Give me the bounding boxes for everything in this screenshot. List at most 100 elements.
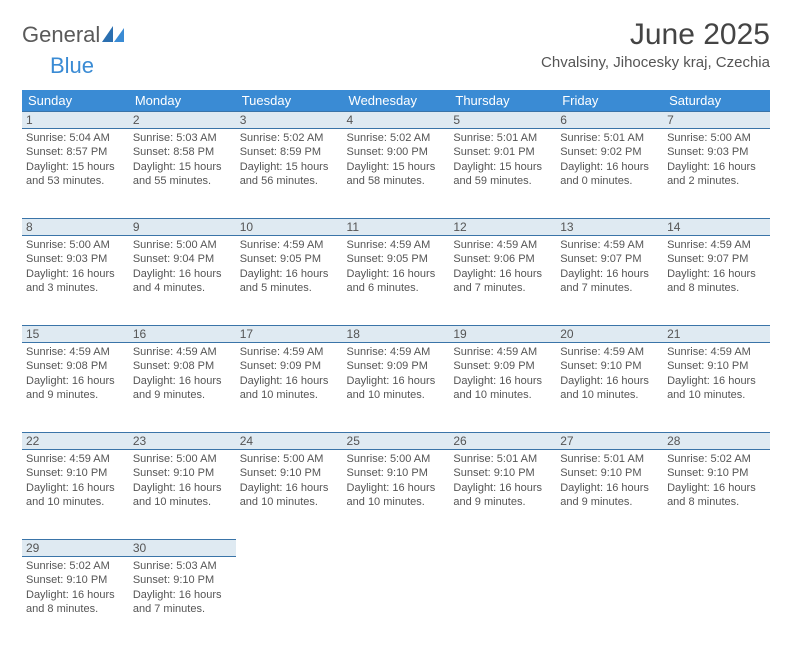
- day-number-cell: 3: [236, 112, 343, 129]
- sunrise-text: Sunrise: 5:02 AM: [26, 559, 125, 573]
- daylight-text: and 55 minutes.: [133, 174, 232, 188]
- sunrise-text: Sunrise: 5:00 AM: [133, 238, 232, 252]
- sunset-text: Sunset: 9:10 PM: [560, 359, 659, 373]
- dow-header-cell: Wednesday: [343, 90, 450, 112]
- header: General Blue June 2025 Chvalsiny, Jihoce…: [22, 18, 770, 84]
- daylight-text: Daylight: 16 hours: [240, 267, 339, 281]
- daylight-text: Daylight: 16 hours: [26, 374, 125, 388]
- sunset-text: Sunset: 9:10 PM: [133, 466, 232, 480]
- day-info: Sunrise: 4:59 AMSunset: 9:10 PMDaylight:…: [667, 343, 766, 402]
- day-info: Sunrise: 4:59 AMSunset: 9:08 PMDaylight:…: [133, 343, 232, 402]
- daylight-text: Daylight: 16 hours: [560, 267, 659, 281]
- daylight-text: and 8 minutes.: [667, 495, 766, 509]
- day-number-row: 2930: [22, 540, 770, 557]
- day-cell: Sunrise: 5:00 AMSunset: 9:10 PMDaylight:…: [236, 450, 343, 540]
- day-cell: Sunrise: 5:02 AMSunset: 9:10 PMDaylight:…: [22, 557, 129, 647]
- day-number-cell: 2: [129, 112, 236, 129]
- daylight-text: and 10 minutes.: [26, 495, 125, 509]
- sunrise-text: Sunrise: 5:01 AM: [453, 131, 552, 145]
- day-number-row: 1234567: [22, 112, 770, 129]
- day-info: Sunrise: 5:01 AMSunset: 9:10 PMDaylight:…: [560, 450, 659, 509]
- day-cell: Sunrise: 4:59 AMSunset: 9:08 PMDaylight:…: [129, 343, 236, 433]
- sunset-text: Sunset: 9:10 PM: [133, 573, 232, 587]
- day-number-cell: 17: [236, 326, 343, 343]
- day-number-row: 15161718192021: [22, 326, 770, 343]
- day-info: Sunrise: 5:00 AMSunset: 9:10 PMDaylight:…: [347, 450, 446, 509]
- day-info: Sunrise: 4:59 AMSunset: 9:06 PMDaylight:…: [453, 236, 552, 295]
- day-info: Sunrise: 4:59 AMSunset: 9:07 PMDaylight:…: [560, 236, 659, 295]
- sunrise-text: Sunrise: 5:01 AM: [453, 452, 552, 466]
- day-cell: Sunrise: 5:00 AMSunset: 9:04 PMDaylight:…: [129, 236, 236, 326]
- day-info: Sunrise: 4:59 AMSunset: 9:09 PMDaylight:…: [347, 343, 446, 402]
- sunset-text: Sunset: 9:02 PM: [560, 145, 659, 159]
- daylight-text: Daylight: 16 hours: [667, 481, 766, 495]
- daylight-text: and 10 minutes.: [560, 388, 659, 402]
- sunset-text: Sunset: 9:08 PM: [26, 359, 125, 373]
- logo-general-text: General: [22, 22, 100, 47]
- empty-number-cell: [556, 540, 663, 557]
- day-cell: Sunrise: 5:01 AMSunset: 9:10 PMDaylight:…: [449, 450, 556, 540]
- day-cell: Sunrise: 4:59 AMSunset: 9:09 PMDaylight:…: [343, 343, 450, 433]
- day-cell: Sunrise: 5:00 AMSunset: 9:03 PMDaylight:…: [22, 236, 129, 326]
- sunrise-text: Sunrise: 5:00 AM: [26, 238, 125, 252]
- day-number-cell: 4: [343, 112, 450, 129]
- day-number-cell: 15: [22, 326, 129, 343]
- day-cell: Sunrise: 5:00 AMSunset: 9:10 PMDaylight:…: [343, 450, 450, 540]
- day-cell: Sunrise: 5:01 AMSunset: 9:01 PMDaylight:…: [449, 129, 556, 219]
- daylight-text: and 3 minutes.: [26, 281, 125, 295]
- daylight-text: and 9 minutes.: [453, 495, 552, 509]
- sunset-text: Sunset: 9:04 PM: [133, 252, 232, 266]
- day-cell: Sunrise: 4:59 AMSunset: 9:05 PMDaylight:…: [343, 236, 450, 326]
- day-cell: Sunrise: 4:59 AMSunset: 9:07 PMDaylight:…: [556, 236, 663, 326]
- day-info: Sunrise: 4:59 AMSunset: 9:05 PMDaylight:…: [347, 236, 446, 295]
- sunset-text: Sunset: 9:10 PM: [347, 466, 446, 480]
- day-info: Sunrise: 4:59 AMSunset: 9:09 PMDaylight:…: [240, 343, 339, 402]
- day-content-row: Sunrise: 4:59 AMSunset: 9:10 PMDaylight:…: [22, 450, 770, 540]
- day-info: Sunrise: 4:59 AMSunset: 9:08 PMDaylight:…: [26, 343, 125, 402]
- daylight-text: Daylight: 16 hours: [453, 267, 552, 281]
- sunrise-text: Sunrise: 5:02 AM: [240, 131, 339, 145]
- sunset-text: Sunset: 8:59 PM: [240, 145, 339, 159]
- day-cell: Sunrise: 4:59 AMSunset: 9:10 PMDaylight:…: [663, 343, 770, 433]
- daylight-text: and 59 minutes.: [453, 174, 552, 188]
- sunset-text: Sunset: 9:05 PM: [240, 252, 339, 266]
- day-info: Sunrise: 4:59 AMSunset: 9:07 PMDaylight:…: [667, 236, 766, 295]
- day-cell: Sunrise: 4:59 AMSunset: 9:09 PMDaylight:…: [449, 343, 556, 433]
- daylight-text: Daylight: 16 hours: [453, 374, 552, 388]
- sunrise-text: Sunrise: 5:00 AM: [667, 131, 766, 145]
- day-info: Sunrise: 5:01 AMSunset: 9:01 PMDaylight:…: [453, 129, 552, 188]
- daylight-text: Daylight: 16 hours: [560, 374, 659, 388]
- day-cell: Sunrise: 4:59 AMSunset: 9:07 PMDaylight:…: [663, 236, 770, 326]
- sunset-text: Sunset: 9:03 PM: [26, 252, 125, 266]
- daylight-text: Daylight: 16 hours: [560, 160, 659, 174]
- daylight-text: and 7 minutes.: [133, 602, 232, 616]
- day-cell: Sunrise: 5:01 AMSunset: 9:02 PMDaylight:…: [556, 129, 663, 219]
- day-cell: Sunrise: 5:01 AMSunset: 9:10 PMDaylight:…: [556, 450, 663, 540]
- day-info: Sunrise: 5:00 AMSunset: 9:10 PMDaylight:…: [240, 450, 339, 509]
- day-cell: Sunrise: 4:59 AMSunset: 9:06 PMDaylight:…: [449, 236, 556, 326]
- empty-day-cell: [556, 557, 663, 647]
- daylight-text: and 9 minutes.: [133, 388, 232, 402]
- day-cell: Sunrise: 5:02 AMSunset: 9:10 PMDaylight:…: [663, 450, 770, 540]
- daylight-text: and 6 minutes.: [347, 281, 446, 295]
- sunrise-text: Sunrise: 4:59 AM: [667, 345, 766, 359]
- day-cell: Sunrise: 5:00 AMSunset: 9:10 PMDaylight:…: [129, 450, 236, 540]
- daylight-text: Daylight: 16 hours: [133, 588, 232, 602]
- daylight-text: Daylight: 16 hours: [667, 374, 766, 388]
- daylight-text: and 5 minutes.: [240, 281, 339, 295]
- day-cell: Sunrise: 4:59 AMSunset: 9:10 PMDaylight:…: [556, 343, 663, 433]
- daylight-text: Daylight: 16 hours: [26, 481, 125, 495]
- daylight-text: Daylight: 16 hours: [453, 481, 552, 495]
- sunset-text: Sunset: 8:58 PM: [133, 145, 232, 159]
- sunrise-text: Sunrise: 5:03 AM: [133, 131, 232, 145]
- daylight-text: Daylight: 16 hours: [26, 267, 125, 281]
- day-info: Sunrise: 4:59 AMSunset: 9:10 PMDaylight:…: [560, 343, 659, 402]
- sunset-text: Sunset: 9:10 PM: [26, 573, 125, 587]
- empty-number-cell: [663, 540, 770, 557]
- sunset-text: Sunset: 9:00 PM: [347, 145, 446, 159]
- sunset-text: Sunset: 9:07 PM: [667, 252, 766, 266]
- day-cell: Sunrise: 4:59 AMSunset: 9:09 PMDaylight:…: [236, 343, 343, 433]
- month-title: June 2025: [541, 18, 770, 52]
- daylight-text: and 53 minutes.: [26, 174, 125, 188]
- sunset-text: Sunset: 9:10 PM: [667, 359, 766, 373]
